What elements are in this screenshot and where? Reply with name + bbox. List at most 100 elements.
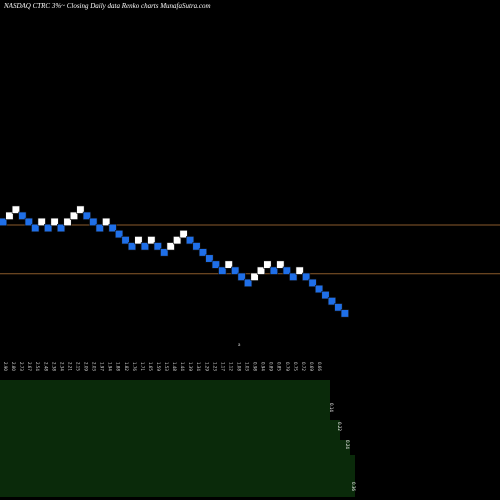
renko-brick-up [250,272,259,281]
x-tick-label: 0.89 [269,362,274,371]
x-tick-label: 1.12 [228,362,233,371]
renko-brick-down [340,309,349,318]
renko-brick-down [327,297,337,306]
x-tick-label: 1.94 [108,362,113,371]
renko-brick-down [334,303,343,312]
renko-brick-down [237,272,246,281]
x-tick-label: 2.90 [3,362,8,371]
renko-brick-down [244,278,253,287]
x-tick-label: 0.69 [309,362,314,371]
x-tick-label: 1.97 [100,362,105,371]
renko-brick-up [224,260,233,269]
renko-brick-down [108,223,117,233]
x-tick-label: 0.79 [285,362,290,371]
chart-title: NASDAQ CTRC 3%~ Closing Daily data Renko… [4,2,211,10]
renko-brick-up [263,260,272,269]
x-tick-label: 2.34 [59,362,64,371]
x-tick-label: 2.48 [43,362,48,371]
volume-label: 0.22 [337,422,342,431]
renko-brick-up [166,242,175,251]
renko-brick-down [186,236,195,245]
x-tick-label: 1.08 [236,362,241,371]
renko-brick-down [269,266,278,275]
renko-brick-up [76,205,85,214]
renko-brick-down [44,223,53,233]
renko-brick-down [0,217,8,226]
renko-brick-down [89,217,98,226]
x-tick-label: 1.82 [124,362,129,371]
x-tick-label: 0.66 [317,362,322,371]
renko-brick-down [302,272,311,281]
renko-brick-up [5,211,14,220]
x-tick-label: 1.76 [132,362,137,371]
x-tick-label: 2.80 [11,362,16,371]
renko-brick-down [56,223,66,233]
renko-brick-down [82,211,91,220]
renko-brick-up [134,236,143,245]
x-tick-label: 0.85 [277,362,282,371]
renko-brick-up [295,266,304,275]
x-tick-label: 1.65 [148,362,153,371]
x-tick-label: 2.21 [67,362,72,371]
x-tick-label: 1.34 [196,362,201,371]
x-tick-label: 0.75 [293,362,298,371]
renko-brick-down [231,266,240,275]
top-marker: a [238,342,241,347]
renko-brick-up [37,217,46,226]
renko-brick-down [24,217,33,226]
renko-brick-down [95,223,104,233]
renko-bricks [0,205,349,318]
renko-brick-up [50,217,59,226]
renko-brick-down [153,242,162,251]
volume-panel: 0.14 0.22 0.24 0.36 [0,380,356,497]
renko-brick-down [308,278,317,287]
x-tick-label: 1.88 [116,362,121,371]
x-tick-label: 1.03 [245,362,250,371]
renko-brick-up [276,260,285,269]
renko-brick-down [121,236,130,245]
renko-brick-down [192,242,201,251]
renko-brick-up [63,217,72,226]
renko-brick-down [289,272,298,281]
volume-label: 0.36 [351,482,356,491]
x-tick-label: 2.03 [92,362,97,371]
volume-label: 0.24 [345,440,350,449]
x-tick-label: 1.71 [140,362,145,371]
renko-brick-up [11,205,20,214]
x-tick-label: 2.67 [27,362,32,371]
x-tick-label: 2.38 [51,362,56,371]
x-tick-label: 2.54 [35,362,40,371]
renko-brick-down [198,248,207,257]
renko-brick-up [69,211,78,220]
renko-brick-up [102,217,111,226]
x-tick-label: 0.72 [301,362,306,371]
renko-brick-down [160,248,169,257]
renko-brick-down [140,242,149,251]
renko-brick-down [31,223,40,233]
x-tick-label: 2.09 [84,362,89,371]
x-tick-label: 2.15 [75,362,80,371]
x-tick-label: 1.17 [220,362,225,371]
renko-brick-down [321,291,330,300]
renko-brick-down [127,242,137,251]
renko-brick-up [173,236,182,245]
renko-brick-down [115,230,124,239]
renko-brick-down [282,266,291,275]
renko-brick-down [18,211,27,220]
renko-brick-down [205,254,214,263]
renko-brick-up [179,230,188,239]
x-tick-label: 0.98 [253,362,258,371]
reference-lines [0,224,500,275]
x-tick-label: 1.23 [212,362,217,371]
x-tick-label: 1.53 [164,362,169,371]
x-tick-label: 1.39 [188,362,193,371]
renko-brick-down [211,260,220,269]
x-tick-label: 1.44 [180,362,185,371]
volume-area [0,380,355,497]
marker-label: a [238,342,241,347]
volume-label: 0.14 [329,403,334,412]
x-tick-label: 1.48 [172,362,177,371]
renko-brick-down [218,266,227,275]
